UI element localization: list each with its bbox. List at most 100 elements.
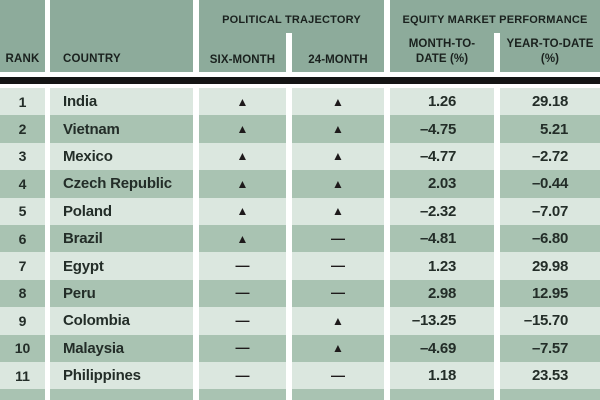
month-to-date-cell: –13.25 [390, 307, 494, 335]
equity-market-performance-title: EQUITY MARKET PERFORMANCE [402, 13, 588, 26]
country-cell: Colombia [50, 307, 193, 335]
rank-cell: 11 [0, 361, 45, 390]
table-row: 3 Mexico ▲ ▲ –4.77 –2.72 [0, 142, 600, 171]
rank-cell: 4 [0, 170, 45, 198]
country-cell: Vietnam [50, 115, 193, 143]
triangle-up-icon: ▲ [199, 170, 286, 198]
rank-column-header: RANK [0, 0, 45, 72]
month-to-date-cell: –4.81 [390, 224, 494, 253]
triangle-up-icon: ▲ [292, 307, 384, 335]
country-cell: Malaysia [50, 334, 193, 362]
year-to-date-cell: 5.21 [500, 115, 600, 143]
triangle-up-icon: ▲ [292, 115, 384, 143]
table-row: 9 Colombia — ▲ –13.25 –15.70 [0, 307, 600, 335]
table-row: 1 India ▲ ▲ 1.26 29.18 [0, 88, 600, 116]
table-row: 4 Czech Republic ▲ ▲ 2.03 –0.44 [0, 170, 600, 198]
month-to-date-cell: 1.26 [390, 88, 494, 116]
rank-cell: 7 [0, 252, 45, 280]
triangle-up-icon: ▲ [292, 88, 384, 116]
header-divider-black-rule [0, 77, 600, 84]
political-trajectory-title: POLITICAL TRAJECTORY [222, 13, 361, 26]
rank-cell [0, 389, 45, 400]
country-cell: Philippines [50, 361, 193, 390]
country-cell [50, 389, 193, 400]
month-to-date-cell: 2.03 [390, 170, 494, 198]
year-to-date-cell: –7.07 [500, 197, 600, 225]
flat-dash-icon: — [292, 279, 384, 308]
flat-dash-icon: — [292, 252, 384, 280]
triangle-up-icon: ▲ [199, 142, 286, 171]
month-to-date-cell: 1.23 [390, 252, 494, 280]
table-row: 10 Malaysia — ▲ –4.69 –7.57 [0, 334, 600, 362]
year-to-date-cell: 29.18 [500, 88, 600, 116]
24-month-trajectory-cell [292, 389, 384, 400]
month-to-date-cell: –4.69 [390, 334, 494, 362]
equity-market-performance-group-header: EQUITY MARKET PERFORMANCE MONTH-TO- DATE… [390, 0, 600, 72]
year-to-date-cell: 23.53 [500, 361, 600, 390]
six-month-trajectory-cell [199, 389, 286, 400]
year-to-date-cell: 29.98 [500, 252, 600, 280]
rank-cell: 10 [0, 334, 45, 362]
country-cell: Mexico [50, 142, 193, 171]
table-row-clipped [0, 389, 600, 400]
year-to-date-cell: –2.72 [500, 142, 600, 171]
flat-dash-icon: — [199, 334, 286, 362]
sub-column-divider [286, 33, 292, 72]
six-month-column-header: SIX-MONTH [209, 54, 276, 66]
table-body: 1 India ▲ ▲ 1.26 29.18 2 Vietnam ▲ ▲ –4.… [0, 88, 600, 400]
month-to-date-cell: –4.75 [390, 115, 494, 143]
year-to-date-cell [500, 389, 600, 400]
triangle-up-icon: ▲ [199, 115, 286, 143]
flat-dash-icon: — [199, 307, 286, 335]
24-month-column-header: 24-MONTH [308, 54, 368, 66]
triangle-up-icon: ▲ [292, 197, 384, 225]
flat-dash-icon: — [199, 279, 286, 308]
flat-dash-icon: — [199, 252, 286, 280]
month-to-date-cell: 1.18 [390, 361, 494, 390]
table-row: 6 Brazil ▲ — –4.81 –6.80 [0, 224, 600, 253]
sub-column-divider [494, 33, 500, 72]
header-divider-white [0, 84, 600, 88]
country-cell: Brazil [50, 224, 193, 253]
year-to-date-column-header: YEAR-TO-DATE (%) [506, 38, 594, 65]
rank-cell: 3 [0, 142, 45, 171]
country-cell: India [50, 88, 193, 116]
table-row: 5 Poland ▲ ▲ –2.32 –7.07 [0, 197, 600, 225]
header-divider-white [0, 72, 600, 77]
year-to-date-cell: –7.57 [500, 334, 600, 362]
rank-cell: 6 [0, 224, 45, 253]
triangle-up-icon: ▲ [199, 224, 286, 253]
month-to-date-cell: 2.98 [390, 279, 494, 308]
flat-dash-icon: — [292, 361, 384, 390]
country-cell: Peru [50, 279, 193, 308]
triangle-up-icon: ▲ [199, 197, 286, 225]
year-to-date-cell: –0.44 [500, 170, 600, 198]
table-header: RANK COUNTRY POLITICAL TRAJECTORY SIX-MO… [0, 0, 600, 72]
triangle-up-icon: ▲ [199, 88, 286, 116]
triangle-up-icon: ▲ [292, 170, 384, 198]
table-row: 8 Peru — — 2.98 12.95 [0, 279, 600, 308]
political-trajectory-group-header: POLITICAL TRAJECTORY SIX-MONTH 24-MONTH [199, 0, 384, 72]
table-row: 7 Egypt — — 1.23 29.98 [0, 252, 600, 280]
rank-cell: 9 [0, 307, 45, 335]
country-cell: Poland [50, 197, 193, 225]
rank-cell: 1 [0, 88, 45, 116]
year-to-date-cell: –6.80 [500, 224, 600, 253]
flat-dash-icon: — [199, 361, 286, 390]
month-to-date-cell: –2.32 [390, 197, 494, 225]
triangle-up-icon: ▲ [292, 142, 384, 171]
year-to-date-cell: –15.70 [500, 307, 600, 335]
table-row: 11 Philippines — — 1.18 23.53 [0, 361, 600, 390]
table-row: 2 Vietnam ▲ ▲ –4.75 5.21 [0, 115, 600, 143]
year-to-date-cell: 12.95 [500, 279, 600, 308]
country-column-header: COUNTRY [50, 0, 193, 72]
rank-cell: 5 [0, 197, 45, 225]
month-to-date-column-header: MONTH-TO- DATE (%) [408, 38, 476, 65]
month-to-date-cell [390, 389, 494, 400]
month-to-date-cell: –4.77 [390, 142, 494, 171]
country-cell: Egypt [50, 252, 193, 280]
rank-cell: 8 [0, 279, 45, 308]
flat-dash-icon: — [292, 224, 384, 253]
country-cell: Czech Republic [50, 170, 193, 198]
